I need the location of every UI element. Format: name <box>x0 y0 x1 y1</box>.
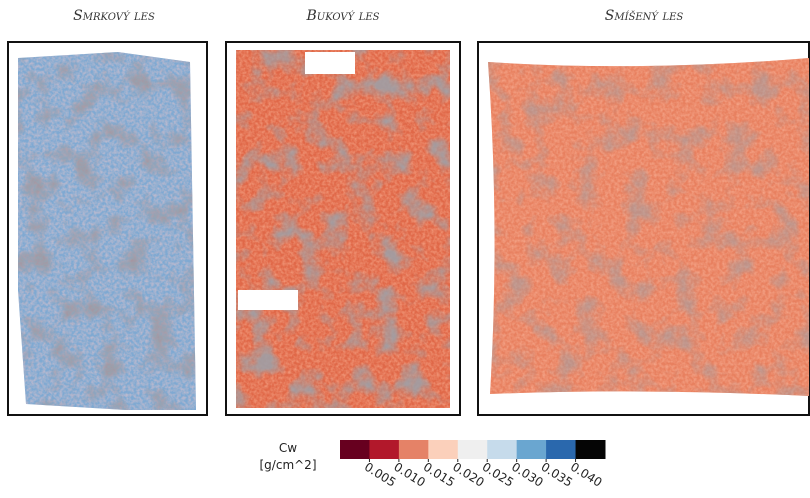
colorbar-tick-label: 0.020 <box>450 460 487 490</box>
colorbar: Cw [g/cm^2] 0.0050.0100.0150.0200.0250.0… <box>260 440 606 490</box>
panel-title: Smíšený les <box>605 8 684 24</box>
map-mixed <box>478 42 809 415</box>
colorbar-swatch <box>576 440 606 459</box>
colorbar-swatch <box>340 440 370 459</box>
colorbar-tick-label: 0.030 <box>509 460 546 490</box>
colorbar-swatch <box>487 440 517 459</box>
map-beech <box>226 42 460 415</box>
colorbar-swatch <box>369 440 399 459</box>
figure: Smrkový les Bukový les Smíšený les <box>0 0 810 498</box>
colorbar-swatch <box>517 440 547 459</box>
colorbar-tick-label: 0.010 <box>391 460 428 490</box>
colorbar-swatch <box>458 440 488 459</box>
colorbar-tick-label: 0.040 <box>568 460 605 490</box>
colorbar-swatch <box>399 440 429 459</box>
colorbar-tick-label: 0.015 <box>421 460 458 490</box>
panel-title: Bukový les <box>305 8 379 24</box>
colorbar-tick-label: 0.005 <box>362 460 399 490</box>
colorbar-tick-label: 0.025 <box>480 460 517 490</box>
colorbar-swatch <box>546 440 576 459</box>
colorbar-label: Cw <box>279 441 297 455</box>
panel-titles: Smrkový les Bukový les Smíšený les <box>73 8 683 24</box>
colorbar-tick-label: 0.035 <box>539 460 576 490</box>
map-spruce <box>8 42 207 415</box>
colorbar-label: [g/cm^2] <box>260 458 317 472</box>
panel-title: Smrkový les <box>73 8 155 24</box>
colorbar-swatch <box>428 440 458 459</box>
